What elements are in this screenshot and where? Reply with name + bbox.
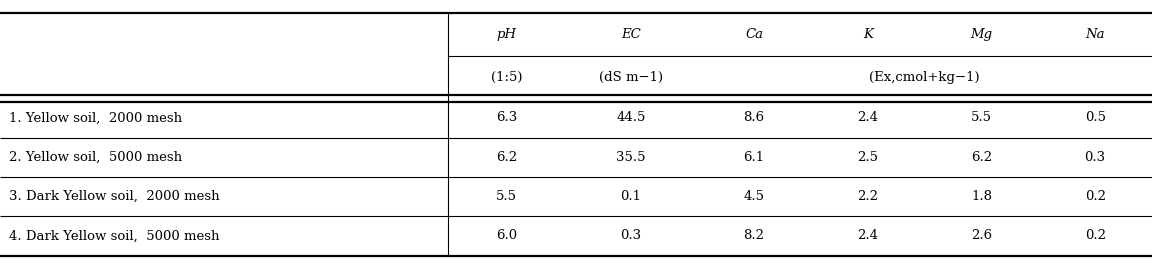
Text: 5.5: 5.5 bbox=[497, 190, 517, 203]
Text: 2. Yellow soil,  5000 mesh: 2. Yellow soil, 5000 mesh bbox=[9, 151, 182, 164]
Text: 2.6: 2.6 bbox=[971, 229, 992, 242]
Text: 0.5: 0.5 bbox=[1085, 111, 1106, 124]
Text: 2.5: 2.5 bbox=[857, 151, 878, 164]
Text: 3. Dark Yellow soil,  2000 mesh: 3. Dark Yellow soil, 2000 mesh bbox=[9, 190, 220, 203]
Text: 2.2: 2.2 bbox=[857, 190, 878, 203]
Text: 0.1: 0.1 bbox=[621, 190, 642, 203]
Text: 8.2: 8.2 bbox=[743, 229, 765, 242]
Text: 0.3: 0.3 bbox=[621, 229, 642, 242]
Text: K: K bbox=[863, 28, 873, 41]
Text: EC: EC bbox=[621, 28, 641, 41]
Text: (Ex,cmol+kg−1): (Ex,cmol+kg−1) bbox=[870, 70, 980, 83]
Text: 0.2: 0.2 bbox=[1085, 190, 1106, 203]
Text: 4.5: 4.5 bbox=[743, 190, 765, 203]
Text: 6.1: 6.1 bbox=[743, 151, 765, 164]
Text: 5.5: 5.5 bbox=[971, 111, 992, 124]
Text: 0.2: 0.2 bbox=[1085, 229, 1106, 242]
Text: 6.2: 6.2 bbox=[971, 151, 992, 164]
Text: 0.3: 0.3 bbox=[1084, 151, 1106, 164]
Text: 4. Dark Yellow soil,  5000 mesh: 4. Dark Yellow soil, 5000 mesh bbox=[9, 229, 220, 242]
Text: 1. Yellow soil,  2000 mesh: 1. Yellow soil, 2000 mesh bbox=[9, 111, 182, 124]
Text: 1.8: 1.8 bbox=[971, 190, 992, 203]
Text: 2.4: 2.4 bbox=[857, 111, 878, 124]
Text: Na: Na bbox=[1085, 28, 1105, 41]
Text: 44.5: 44.5 bbox=[616, 111, 645, 124]
Text: 8.6: 8.6 bbox=[743, 111, 765, 124]
Text: 6.0: 6.0 bbox=[497, 229, 517, 242]
Text: 6.3: 6.3 bbox=[495, 111, 517, 124]
Text: pH: pH bbox=[497, 28, 516, 41]
Text: 6.2: 6.2 bbox=[497, 151, 517, 164]
Text: 35.5: 35.5 bbox=[616, 151, 646, 164]
Text: (1:5): (1:5) bbox=[491, 70, 522, 83]
Text: (dS m−1): (dS m−1) bbox=[599, 70, 664, 83]
Text: Mg: Mg bbox=[970, 28, 993, 41]
Text: 2.4: 2.4 bbox=[857, 229, 878, 242]
Text: Ca: Ca bbox=[745, 28, 763, 41]
